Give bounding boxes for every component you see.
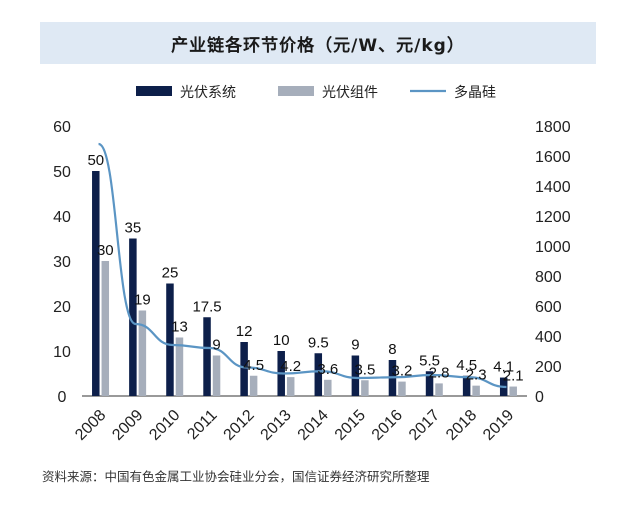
bar-pv-system (425, 371, 434, 396)
bar-pv-module (249, 375, 258, 396)
label-pv-module: 13 (171, 319, 188, 336)
x-tick-label: 2019 (480, 407, 517, 444)
bar-pv-module (101, 261, 110, 396)
bar-pv-system (129, 238, 137, 396)
bar-pv-system (92, 171, 100, 396)
bar-pv-module (212, 355, 221, 396)
y-right-tick-label: 0 (535, 389, 544, 406)
label-pv-module: 4.2 (280, 358, 301, 375)
y-right-tick-label: 1600 (535, 149, 571, 166)
y-left-tick-label: 40 (53, 209, 71, 226)
bar-pv-system (203, 317, 211, 396)
bar-pv-module (398, 381, 406, 396)
source-note: 资料来源：中国有色金属工业协会硅业分会，国信证券经济研究所整理 (42, 469, 430, 484)
chart-title-banner: 产业链各环节价格（元/W、元/kg） (40, 22, 596, 64)
bar-pv-module (509, 386, 517, 396)
polysilicon-line-path (97, 142, 507, 389)
x-tick-label: 2016 (369, 407, 406, 444)
bar-pv-module (324, 379, 332, 396)
label-pv-module: 30 (97, 242, 114, 259)
y-left-tick-label: 50 (53, 164, 71, 181)
bar-pv-module (175, 337, 184, 396)
y-right-tick-label: 800 (535, 269, 562, 286)
chart-title: 产业链各环节价格（元/W、元/kg） (171, 35, 465, 56)
polysilicon-line (97, 142, 507, 389)
x-tick-label: 2013 (258, 407, 295, 444)
bar-pv-module (361, 380, 369, 396)
data-labels: 50 35 25 17.5 12 10 9.5 9 8 5.5 4.5 4.1 30 19 13 9 4.5 4.… (87, 152, 523, 385)
bar-pv-module (472, 385, 480, 396)
y-right-tick-label: 200 (535, 359, 562, 376)
label-pv-module: 3.2 (392, 363, 413, 380)
label-pv-module: 3.6 (317, 361, 338, 378)
legend-label: 多晶硅 (454, 84, 496, 101)
label-pv-system: 10 (273, 332, 290, 349)
label-pv-module: 2.8 (429, 364, 450, 381)
y-right-tick-label: 1400 (535, 179, 571, 196)
x-tick-label: 2012 (221, 407, 258, 444)
bars (92, 171, 517, 396)
bar-pv-system (462, 375, 471, 396)
x-tick-label: 2018 (443, 407, 480, 444)
label-pv-module: 2.3 (466, 367, 487, 384)
label-pv-system: 50 (87, 152, 104, 169)
label-pv-system: 8 (388, 341, 396, 358)
bar-pv-system (166, 283, 174, 396)
bar-pv-module (286, 377, 295, 396)
label-pv-system: 5.5 (419, 352, 440, 369)
label-pv-module: 9 (212, 337, 220, 354)
y-left-tick-label: 20 (53, 299, 71, 316)
y-right-tick-label: 400 (535, 329, 562, 346)
bar-pv-module (138, 310, 147, 396)
y-left-tick-label: 30 (53, 254, 71, 271)
y-left-tick-label: 10 (53, 344, 71, 361)
label-pv-system: 12 (236, 323, 253, 340)
label-pv-module: 4.5 (243, 357, 264, 374)
legend-label: 光伏组件 (322, 85, 378, 101)
label-pv-module: 2.1 (503, 368, 524, 385)
label-pv-module: 3.5 (354, 361, 375, 378)
y-left-tick-label: 60 (53, 119, 71, 136)
y-right-tick-label: 600 (535, 299, 562, 316)
label-pv-system: 25 (162, 265, 179, 282)
x-tick-label: 2008 (72, 407, 109, 444)
y-right-tick-label: 1800 (535, 119, 571, 136)
x-tick-label: 2014 (295, 407, 332, 444)
label-pv-system: 35 (125, 220, 142, 237)
bar-pv-module (435, 383, 443, 396)
y-right-tick-label: 1000 (535, 239, 571, 256)
x-tick-label: 2009 (109, 407, 146, 444)
label-pv-system: 9.5 (308, 334, 329, 351)
legend: 光伏系统 光伏组件 多晶硅 (136, 84, 496, 101)
label-pv-system: 9 (351, 337, 359, 354)
label-pv-system: 17.5 (192, 298, 221, 315)
label-pv-system: 4.5 (456, 357, 477, 374)
label-pv-system: 4.1 (493, 359, 514, 376)
x-tick-label: 2010 (146, 407, 183, 444)
bar-pv-system (314, 353, 323, 396)
legend-swatch (278, 86, 314, 96)
label-pv-module: 19 (134, 292, 151, 309)
x-tick-label: 2017 (406, 407, 443, 444)
y-right-tick-label: 1200 (535, 209, 571, 226)
legend-label: 光伏系统 (180, 85, 236, 101)
bar-pv-system (351, 355, 360, 396)
bar-pv-system (240, 342, 248, 396)
legend-swatch (136, 86, 172, 96)
x-tick-label: 2015 (332, 407, 369, 444)
x-tick-label: 2011 (184, 407, 220, 443)
y-left-tick-label: 0 (58, 389, 67, 406)
